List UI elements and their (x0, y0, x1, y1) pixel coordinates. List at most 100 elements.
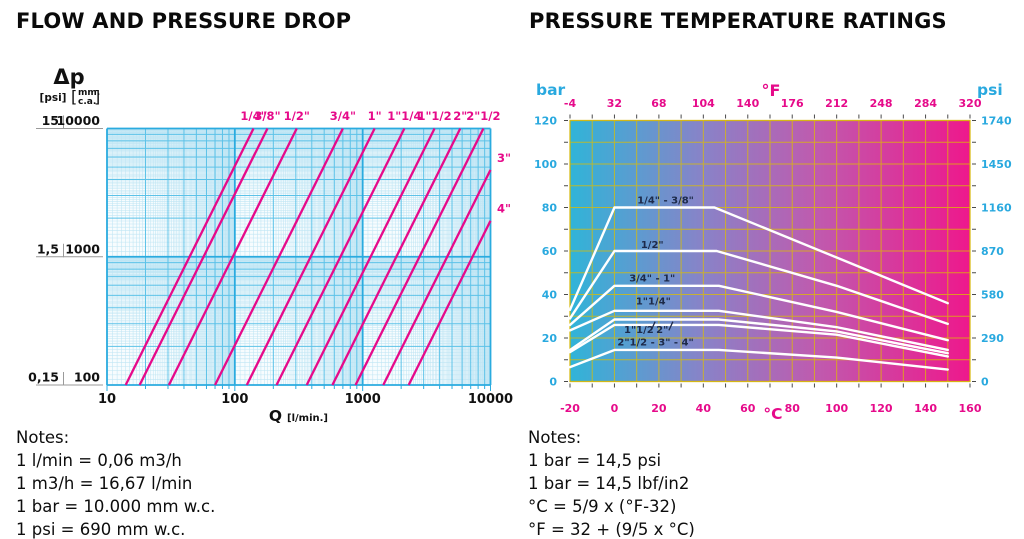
celsius-tick-label: 40 (696, 402, 712, 415)
celsius-tick-label: 20 (651, 402, 667, 415)
fahrenheit-tick-label: 104 (692, 97, 715, 110)
pipe-size-label: 1/4" (240, 109, 266, 123)
bar-tick-label: 60 (542, 245, 558, 258)
x-axis-tick-label: 10000 (468, 392, 513, 407)
fahrenheit-tick-label: 176 (781, 97, 804, 110)
note-line: 1 bar = 10.000 mm w.c. (16, 497, 216, 516)
pt-chart-notes: Notes: 1 bar = 14,5 psi 1 bar = 14,5 lbf… (528, 426, 695, 539)
psi-tick-label: 1160 (981, 201, 1012, 214)
pipe-size-label: 1/2" (284, 109, 310, 123)
note-line: °C = 5/9 x (°F-32) (528, 497, 677, 516)
x-axis-tick-label: 100 (221, 392, 248, 407)
pressure-temperature-ratings-title: PRESSURE TEMPERATURE RATINGS (529, 9, 947, 33)
fahrenheit-tick-label: 140 (736, 97, 759, 110)
pipe-size-curve (245, 127, 376, 386)
note-line: Notes: (16, 428, 70, 447)
y-axis-psi-value: 0,15 (28, 370, 59, 385)
psi-tick-label: 0 (981, 375, 989, 388)
rating-curve-label: 1"1/2 (624, 325, 654, 336)
rating-curve (568, 206, 949, 311)
y-axis-psi-value: 1,5 (37, 241, 59, 256)
bar-tick-label: 100 (534, 158, 557, 171)
pipe-size-curve (124, 127, 255, 386)
x-axis-tick-label: 10 (98, 392, 116, 407)
psi-unit-label: [psi] (40, 92, 67, 104)
psi-tick-label: 580 (981, 288, 1004, 301)
rating-curve-label: 3/4" - 1" (629, 274, 675, 285)
celsius-tick-label: 0 (611, 402, 619, 415)
note-line: Notes: (528, 428, 582, 447)
curve-label-pointer (668, 321, 674, 331)
pipe-size-label: 1"1/2 (417, 109, 451, 123)
y-axis-mm-value: 1000 (65, 241, 100, 256)
fahrenheit-tick-label: 284 (914, 97, 937, 110)
fahrenheit-axis-title: °F (762, 81, 781, 100)
bracket-open: [ (71, 87, 77, 106)
pipe-size-curve (167, 127, 298, 386)
celsius-tick-label: 100 (825, 402, 848, 415)
rating-curve (568, 348, 949, 371)
y-axis-mm-value: 10000 (57, 113, 101, 128)
fahrenheit-tick-label: -4 (564, 97, 577, 110)
rating-curve-label: 1/2" (641, 240, 664, 251)
bar-tick-label: 120 (534, 114, 557, 127)
bar-tick-label: 20 (542, 332, 558, 345)
pipe-size-curve (275, 127, 406, 386)
note-line: 1 m3/h = 16,67 l/min (16, 474, 193, 493)
psi-tick-label: 1450 (981, 158, 1012, 171)
flow-chart-notes: Notes: 1 l/min = 0,06 m3/h 1 m3/h = 16,6… (16, 426, 215, 539)
rating-curve-label: 2" (656, 325, 668, 336)
note-line: 1 l/min = 0,06 m3/h (16, 451, 182, 470)
bar-tick-label: 0 (549, 375, 557, 388)
celsius-tick-label: 60 (740, 402, 756, 415)
psi-axis-title: psi (977, 81, 1003, 99)
y-axis-psi-value: 15 (42, 113, 59, 128)
celsius-tick-label: 80 (785, 402, 801, 415)
rating-curve (568, 284, 949, 342)
pipe-size-label: 1"1/4 (387, 109, 421, 123)
celsius-tick-label: -20 (560, 402, 580, 415)
pipe-size-curve (214, 127, 344, 386)
bar-axis-title: bar (536, 81, 566, 99)
pipe-size-curve (354, 127, 485, 386)
q-axis-title: Q (269, 407, 282, 425)
pipe-size-label: 3" (497, 151, 511, 165)
bracket-close: ] (94, 87, 100, 106)
psi-tick-label: 1740 (981, 114, 1012, 127)
rating-curve-label: 2"1/2 - 3" - 4" (617, 337, 693, 348)
pipe-size-curve (382, 169, 492, 386)
fahrenheit-tick-label: 68 (651, 97, 666, 110)
rating-curve-label: 1"1/4" (636, 297, 671, 308)
x-axis-tick-label: 1000 (345, 392, 381, 407)
pipe-size-curve (305, 127, 436, 386)
mm-unit-line2: c.a. (78, 97, 96, 107)
pipe-size-curve (407, 220, 492, 386)
note-line: 1 bar = 14,5 lbf/in2 (528, 474, 690, 493)
note-line: 1 psi = 690 mm w.c. (16, 520, 186, 539)
pipe-size-curve (331, 127, 462, 386)
rating-curve (568, 323, 949, 358)
fahrenheit-tick-label: 32 (607, 97, 622, 110)
psi-tick-label: 870 (981, 245, 1004, 258)
pipe-size-label: 2" (453, 109, 467, 123)
q-axis-unit: [l/min.] (287, 413, 328, 424)
curve-label-pointer (650, 321, 656, 331)
pipe-size-label: 1" (368, 109, 382, 123)
bar-tick-label: 80 (542, 201, 558, 214)
pipe-size-label: 2"1/2 (466, 109, 500, 123)
fahrenheit-tick-label: 320 (959, 97, 982, 110)
pipe-size-label: 3/4" (330, 109, 356, 123)
celsius-axis-title: °C (763, 405, 782, 423)
flow-pressure-drop-title: FLOW AND PRESSURE DROP (16, 9, 352, 33)
pipe-size-curve (138, 127, 269, 386)
rating-curve (568, 309, 949, 352)
fahrenheit-tick-label: 212 (825, 97, 848, 110)
rating-curve (568, 318, 949, 355)
delta-p-axis-title: Δp (53, 65, 84, 89)
note-line: °F = 32 + (9/5 x °C) (528, 520, 695, 539)
note-line: 1 bar = 14,5 psi (528, 451, 662, 470)
mm-unit-line1: mm. (78, 88, 100, 98)
y-axis-mm-value: 100 (74, 370, 100, 385)
